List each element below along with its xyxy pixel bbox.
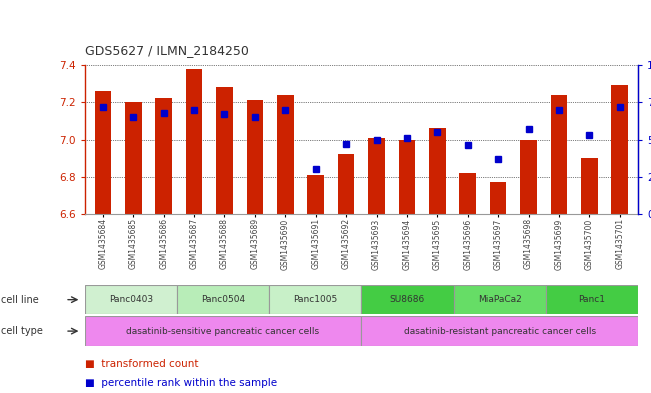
Bar (307, 175, 324, 214)
Bar (338, 154, 354, 214)
Bar (186, 69, 202, 214)
Bar (216, 87, 233, 214)
Bar (368, 138, 385, 214)
FancyBboxPatch shape (269, 285, 361, 314)
FancyBboxPatch shape (361, 316, 638, 346)
Text: SU8686: SU8686 (390, 295, 425, 304)
Text: GDS5627 / ILMN_2184250: GDS5627 / ILMN_2184250 (85, 44, 249, 57)
Bar (581, 158, 598, 214)
Bar (156, 98, 172, 214)
Bar (490, 182, 506, 214)
Bar (520, 140, 537, 214)
FancyBboxPatch shape (546, 285, 638, 314)
FancyBboxPatch shape (361, 285, 454, 314)
Bar (94, 91, 111, 214)
FancyBboxPatch shape (85, 316, 361, 346)
Text: MiaPaCa2: MiaPaCa2 (478, 295, 521, 304)
Text: Panc1005: Panc1005 (293, 295, 337, 304)
Text: Panc0403: Panc0403 (109, 295, 153, 304)
FancyBboxPatch shape (85, 285, 177, 314)
Text: dasatinib-resistant pancreatic cancer cells: dasatinib-resistant pancreatic cancer ce… (404, 327, 596, 336)
Bar (460, 173, 476, 214)
Text: ■  percentile rank within the sample: ■ percentile rank within the sample (85, 378, 277, 388)
Bar (429, 129, 446, 214)
Text: dasatinib-sensitive pancreatic cancer cells: dasatinib-sensitive pancreatic cancer ce… (126, 327, 320, 336)
Text: ■  transformed count: ■ transformed count (85, 358, 198, 369)
Text: cell line: cell line (1, 295, 39, 305)
Bar (551, 95, 567, 214)
Bar (398, 140, 415, 214)
FancyBboxPatch shape (177, 285, 269, 314)
Text: cell type: cell type (1, 326, 43, 336)
Bar (611, 85, 628, 214)
FancyBboxPatch shape (454, 285, 546, 314)
Bar (247, 100, 263, 214)
Bar (125, 102, 142, 214)
Bar (277, 95, 294, 214)
Text: Panc1: Panc1 (578, 295, 605, 304)
Text: Panc0504: Panc0504 (201, 295, 245, 304)
